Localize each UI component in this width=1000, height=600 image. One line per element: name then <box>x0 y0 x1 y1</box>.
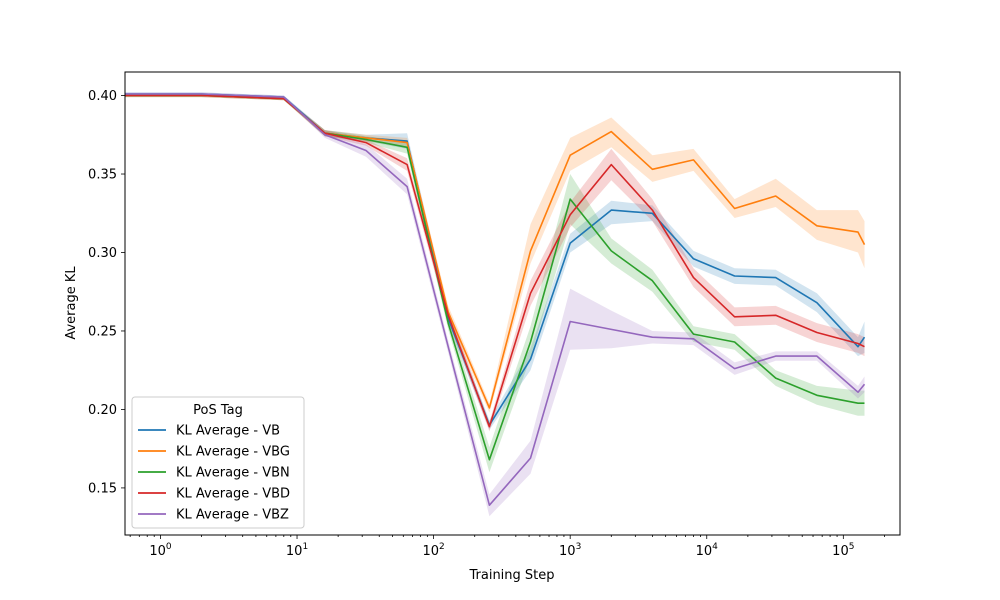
legend-label-2: KL Average - VBG <box>176 445 290 460</box>
confidence-bands <box>125 92 865 517</box>
y-tick-label: 0.25 <box>88 324 117 339</box>
x-tick-label: 103 <box>559 542 581 559</box>
legend-label-1: KL Average - VB <box>176 424 280 439</box>
x-axis-label: Training Step <box>468 568 554 583</box>
y-tick-label: 0.20 <box>88 403 117 418</box>
line-series-4 <box>125 94 865 428</box>
legend-label-4: KL Average - VBD <box>176 487 290 502</box>
plot-frame <box>124 71 901 536</box>
y-tick-label: 0.15 <box>88 481 117 496</box>
legend-box <box>131 396 305 529</box>
line-series-5 <box>125 93 866 507</box>
y-tick-label: 0.35 <box>88 168 117 183</box>
band-series-2 <box>125 94 865 413</box>
series-lines <box>125 93 866 507</box>
x-axis-ticks: 100 101 102 103 104 105 <box>129 535 885 559</box>
x-tick-label: 100 <box>149 542 172 559</box>
band-series-1 <box>125 92 865 430</box>
y-axis-ticks: 0.15 0.20 0.25 0.30 0.35 0.40 <box>88 89 125 496</box>
legend-label-3: KL Average - VBN <box>176 466 290 481</box>
x-tick-label: 102 <box>422 542 444 559</box>
legend-items: KL Average - VB KL Average - VBG KL Averag… <box>138 424 290 523</box>
y-tick-label: 0.40 <box>88 89 117 104</box>
x-tick-label: 101 <box>286 542 308 559</box>
x-tick-label: 105 <box>832 542 854 559</box>
legend-label-5: KL Average - VBZ <box>176 508 289 523</box>
legend-title: PoS Tag <box>193 403 243 418</box>
y-axis-label: Average KL <box>64 266 79 340</box>
y-tick-label: 0.30 <box>88 246 117 261</box>
x-tick-label: 104 <box>696 542 719 559</box>
